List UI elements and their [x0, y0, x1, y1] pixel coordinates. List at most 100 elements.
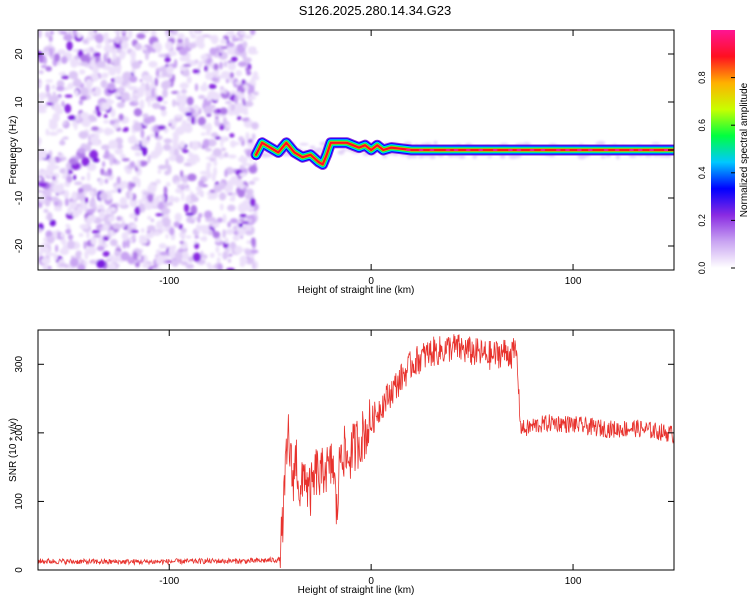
noise-blob	[79, 192, 85, 202]
noise-blob	[43, 56, 47, 65]
figure-title: S126.2025.280.14.34.G23	[299, 3, 452, 18]
noise-blob	[76, 32, 83, 39]
noise-blob	[172, 197, 180, 203]
noise-blob	[99, 192, 108, 200]
noise-blob	[141, 146, 148, 157]
noise-blob	[120, 40, 129, 50]
noise-blob	[215, 69, 219, 78]
noise-blob	[168, 31, 173, 39]
noise-blob	[139, 30, 150, 33]
noise-blob	[244, 249, 252, 256]
noise-blob	[232, 234, 240, 242]
noise-blob	[220, 46, 229, 50]
noise-blob	[68, 70, 79, 80]
noise-blob	[181, 191, 185, 202]
noise-blob	[224, 237, 229, 244]
noise-blob	[107, 262, 117, 270]
noise-blob	[242, 40, 248, 49]
noise-blob	[38, 194, 46, 203]
noise-blob	[229, 72, 234, 79]
noise-blob	[79, 95, 88, 101]
noise-blob	[52, 175, 56, 181]
noise-blob	[185, 112, 193, 117]
noise-blob	[183, 203, 190, 213]
noise-blob	[236, 37, 240, 41]
noise-blob	[72, 78, 82, 88]
noise-blob	[211, 77, 219, 82]
noise-blob	[103, 114, 108, 119]
noise-blob	[191, 140, 199, 151]
noise-blob	[38, 228, 43, 233]
noise-blob	[247, 138, 254, 144]
noise-blob	[164, 80, 171, 87]
noise-blob	[104, 36, 109, 46]
noise-blob	[132, 233, 136, 240]
noise-blob	[187, 256, 194, 263]
noise-blob	[46, 163, 55, 173]
signal-peak	[555, 149, 561, 151]
noise-blob	[176, 91, 181, 102]
noise-blob	[236, 103, 244, 113]
snr-y-label: SNR (10 * v/v)	[8, 418, 19, 482]
noise-blob	[160, 109, 167, 117]
noise-blob	[185, 263, 195, 269]
noise-blob	[96, 110, 102, 117]
noise-blob	[245, 162, 253, 167]
noise-blob	[191, 115, 195, 125]
noise-blob	[62, 120, 68, 126]
noise-blob	[83, 202, 88, 213]
noise-blob	[174, 114, 184, 118]
noise-blob	[164, 214, 170, 219]
noise-blob	[196, 34, 205, 44]
signal-peak	[405, 149, 411, 151]
noise-blob	[240, 87, 245, 94]
noise-blob	[79, 223, 90, 230]
noise-blob	[245, 188, 254, 196]
noise-blob	[230, 175, 239, 186]
noise-blob	[206, 94, 211, 102]
noise-blob	[58, 72, 66, 76]
noise-blob	[127, 30, 133, 39]
noise-blob	[226, 42, 235, 48]
noise-blob	[158, 243, 167, 250]
noise-blob	[248, 164, 258, 174]
noise-blob	[119, 180, 129, 186]
noise-blob	[205, 122, 212, 133]
noise-blob	[248, 95, 257, 100]
colorbar-tick-label: 0.8	[697, 71, 707, 84]
noise-blob	[246, 70, 252, 76]
noise-blob	[38, 70, 44, 75]
noise-blob	[78, 113, 82, 124]
noise-blob	[171, 144, 179, 151]
noise-blob	[174, 212, 182, 222]
noise-blob	[145, 204, 154, 209]
noise-blob	[102, 251, 110, 257]
noise-blob	[129, 191, 134, 201]
noise-blob	[86, 208, 96, 214]
noise-blob	[73, 174, 77, 181]
noise-blob	[135, 140, 140, 146]
spectrogram-y-tick-label: 20	[14, 48, 25, 60]
noise-blob	[112, 223, 122, 230]
noise-blob	[56, 86, 65, 92]
noise-blob	[166, 65, 174, 74]
noise-blob	[168, 245, 176, 256]
noise-blob	[141, 138, 147, 147]
colorbar-label: Normalized spectral amplitude	[739, 82, 750, 217]
noise-blob	[71, 191, 78, 201]
noise-blob	[163, 186, 168, 195]
noise-blob	[88, 30, 96, 37]
noise-blob	[164, 203, 168, 213]
noise-blob	[195, 192, 205, 196]
noise-blob	[230, 241, 236, 250]
noise-blob	[129, 86, 135, 91]
noise-blob	[109, 189, 117, 194]
noise-blob	[190, 204, 198, 215]
noise-blob	[100, 74, 104, 78]
noise-blob	[163, 138, 172, 144]
noise-blob	[127, 135, 137, 145]
noise-blob	[48, 120, 58, 130]
noise-blob	[175, 180, 180, 185]
noise-blob	[150, 218, 155, 223]
